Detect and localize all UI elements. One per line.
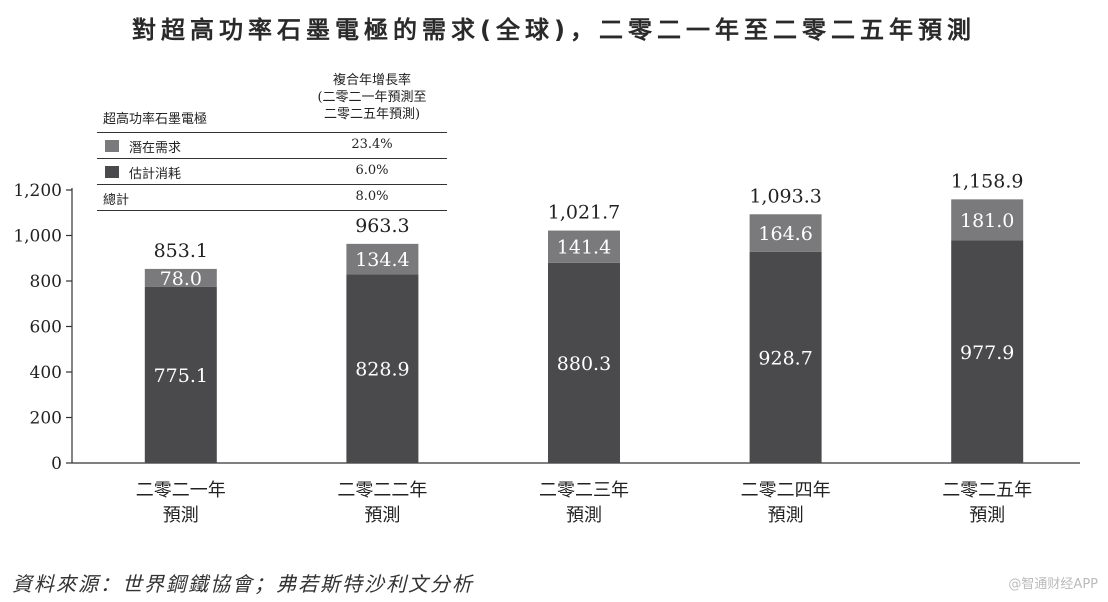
y-tick-label: 0 — [51, 454, 62, 474]
bar-label-potential-demand: 181.0 — [960, 210, 1014, 232]
bar-label-potential-demand: 134.4 — [355, 249, 409, 271]
x-category-label: 二零二四年 — [741, 480, 831, 501]
legend-label: 潛在需求 — [129, 141, 182, 156]
y-tick-label: 1,000 — [13, 227, 62, 247]
legend-header-right: 複合年增長率 (二零二一年預測至 二零二五年預測) — [302, 72, 442, 123]
source-note: 資料來源：世界鋼鐵協會；弗若斯特沙利文分析 — [12, 572, 474, 596]
bar-total-label: 1,093.3 — [749, 185, 822, 207]
legend-table: 超高功率石墨電極 複合年增長率 (二零二一年預測至 二零二五年預測) 潛在需求 … — [97, 70, 447, 211]
x-category-label: 二零二二年 — [337, 480, 427, 501]
bar-potential-demand — [144, 268, 217, 287]
bar-potential-demand — [346, 243, 419, 275]
bar-estimated-consumption — [144, 286, 217, 463]
bar-total-label: 1,158.9 — [951, 170, 1024, 192]
legend-row-total: 總計 8.0% — [97, 185, 447, 211]
y-tick-label: 600 — [30, 318, 62, 338]
legend-header-right-line: (二零二一年預測至 — [317, 90, 427, 105]
stacked-bar-chart: 0 200 400 600 800 1,000 1,200 775.1 78.0 853.1 二零二… — [13, 170, 1080, 526]
bar-total-label: 853.1 — [154, 240, 208, 262]
bar-total-label: 1,021.7 — [548, 202, 621, 224]
y-tick-label: 400 — [30, 363, 62, 383]
legend-row-potential-demand: 潛在需求 23.4% — [97, 133, 447, 159]
bar-label-estimated-consumption: 880.3 — [557, 353, 611, 375]
legend-label: 總計 — [103, 193, 130, 208]
legend-cagr-value: 23.4% — [351, 137, 393, 152]
legend-header-left: 超高功率石墨電極 — [103, 112, 208, 127]
chart-title: 對超高功率石墨電極的需求(全球)，二零二一年至二零二五年預測 — [132, 16, 976, 44]
bar-label-estimated-consumption: 828.9 — [355, 359, 409, 381]
y-tick-label: 200 — [30, 409, 62, 429]
bar-label-estimated-consumption: 977.9 — [960, 342, 1014, 364]
x-category-label: 預測 — [364, 505, 400, 526]
legend-cagr-value: 6.0% — [355, 163, 389, 178]
legend-cagr-value: 8.0% — [355, 189, 389, 204]
y-tick-label: 800 — [30, 272, 62, 292]
bar-label-potential-demand: 78.0 — [160, 268, 202, 290]
bar-label-estimated-consumption: 928.7 — [758, 347, 812, 369]
legend-swatch-potential-demand — [105, 140, 119, 152]
bar-label-estimated-consumption: 775.1 — [154, 365, 208, 387]
bar-label-potential-demand: 141.4 — [557, 237, 611, 259]
legend-header-right-line: 二零二五年預測) — [323, 107, 421, 122]
bar-estimated-consumption — [951, 240, 1024, 463]
bar-estimated-consumption — [548, 262, 620, 463]
bar-estimated-consumption — [749, 251, 822, 463]
legend-header: 超高功率石墨電極 複合年增長率 (二零二一年預測至 二零二五年預測) — [97, 70, 447, 133]
watermark: @智通财经APP — [1008, 577, 1098, 592]
legend-row-estimated-consumption: 估計消耗 6.0% — [97, 159, 447, 185]
x-category-label: 二零二一年 — [136, 480, 226, 501]
legend-swatch-estimated-consumption — [105, 166, 119, 178]
y-tick-label: 1,200 — [13, 181, 62, 201]
x-category-label: 二零二三年 — [539, 480, 629, 501]
bar-potential-demand — [951, 199, 1024, 241]
x-category-label: 預測 — [768, 505, 804, 526]
bar-estimated-consumption — [346, 274, 419, 463]
x-category-label: 預測 — [566, 505, 602, 526]
legend-header-right-line: 複合年增長率 — [332, 73, 411, 88]
x-category-label: 二零二五年 — [942, 480, 1032, 501]
bar-total-label: 963.3 — [355, 215, 409, 237]
bar-potential-demand — [749, 214, 822, 252]
x-category-label: 預測 — [163, 505, 199, 526]
bar-label-potential-demand: 164.6 — [758, 223, 812, 245]
legend-label: 估計消耗 — [129, 167, 182, 182]
bar-potential-demand — [548, 230, 620, 263]
x-category-label: 預測 — [969, 505, 1005, 526]
